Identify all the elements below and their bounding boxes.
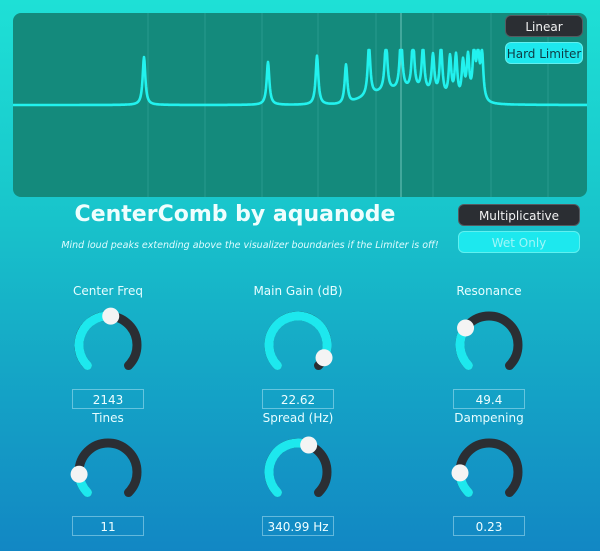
knob-label: Resonance [456, 284, 522, 298]
knob-handle[interactable] [102, 307, 120, 325]
knob-handle[interactable] [457, 319, 475, 337]
rotary-dial[interactable] [68, 307, 148, 383]
knob-label: Spread (Hz) [262, 411, 334, 425]
knob-main-gain[interactable]: Main Gain (dB) 22.62 [233, 283, 363, 409]
rotary-dial[interactable] [449, 434, 529, 510]
knob-handle[interactable] [70, 465, 88, 483]
rotary-dial[interactable] [258, 307, 338, 383]
knob-label: Center Freq [73, 284, 143, 298]
value-field[interactable]: 0.23 [453, 516, 525, 536]
knob-handle[interactable] [451, 464, 469, 482]
comb-response-curve [13, 13, 587, 197]
rotary-dial[interactable] [68, 434, 148, 510]
rotary-dial[interactable] [449, 307, 529, 383]
rotary-dial[interactable] [258, 434, 338, 510]
linear-toggle-button[interactable]: Linear [505, 15, 583, 37]
knob-label: Tines [92, 411, 124, 425]
knob-handle[interactable] [315, 349, 333, 367]
value-field[interactable]: 2143 [72, 389, 144, 409]
knob-resonance[interactable]: Resonance 49.4 [424, 283, 554, 409]
knob-tines[interactable]: Tines 11 [43, 410, 173, 536]
value-field[interactable]: 340.99 Hz [262, 516, 334, 536]
hard-limiter-toggle-button[interactable]: Hard Limiter [505, 42, 583, 64]
value-field[interactable]: 11 [72, 516, 144, 536]
knob-spread[interactable]: Spread (Hz) 340.99 Hz [233, 410, 363, 536]
page-title: CenterComb by aquanode [74, 202, 396, 227]
knob-center-freq[interactable]: Center Freq 2143 [43, 283, 173, 409]
spectrum-visualizer [13, 13, 587, 197]
knob-label: Dampening [454, 411, 524, 425]
knob-label: Main Gain (dB) [253, 284, 343, 298]
multiplicative-spread-toggle-button[interactable]: Multiplicative Spread [458, 204, 580, 245]
knob-handle[interactable] [300, 436, 318, 454]
value-field[interactable]: 49.4 [453, 389, 525, 409]
limiter-warning-text: Mind loud peaks extending above the visu… [61, 240, 439, 251]
knob-dampening[interactable]: Dampening 0.23 [424, 410, 554, 536]
wet-only-toggle-button[interactable]: Wet Only [458, 231, 580, 253]
value-field[interactable]: 22.62 [262, 389, 334, 409]
